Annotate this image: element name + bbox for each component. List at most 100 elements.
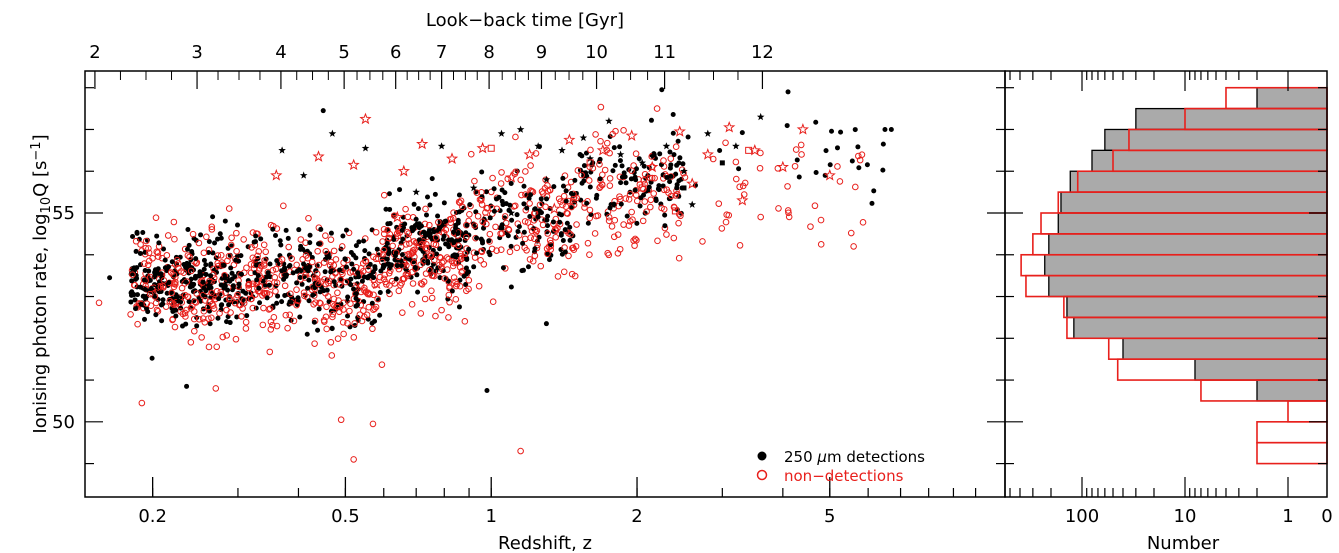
detection-point: [180, 323, 186, 329]
nondetection-point: [369, 325, 376, 333]
nondetection-point: [242, 325, 250, 332]
detection-point: [464, 256, 470, 262]
nondetection-point: [293, 261, 300, 269]
detection-point: [628, 176, 634, 182]
detection-point: [618, 180, 624, 186]
nondetection-point: [609, 130, 616, 138]
nondetection-square-point: [638, 184, 646, 192]
nondetection-point: [386, 230, 394, 238]
detection-point: [461, 273, 467, 279]
detection-point: [218, 282, 224, 288]
nondetection-point: [356, 311, 364, 318]
nondetection-point: [667, 192, 675, 200]
detection-point: [361, 274, 367, 280]
nondetection-point: [248, 244, 255, 251]
y-axis-label: Ionising photon rate, log10Q [s−1]: [29, 134, 54, 433]
nondetection-point: [597, 103, 605, 111]
detection-point: [160, 301, 166, 307]
detection-point: [139, 301, 145, 307]
nondetection-star-point: [416, 137, 429, 150]
detection-point: [129, 278, 135, 284]
nondetection-point: [455, 242, 462, 250]
detection-star-point: [542, 175, 551, 183]
detection-point: [496, 194, 502, 200]
nondetection-point: [452, 296, 460, 303]
nondetection-point: [154, 249, 162, 256]
nondetection-point: [398, 279, 405, 287]
detection-point: [677, 155, 683, 161]
nondetection-point: [394, 232, 402, 240]
detection-star-point: [662, 142, 671, 150]
detection-point: [322, 269, 328, 275]
detection-point: [369, 300, 375, 306]
detection-point: [548, 252, 554, 258]
nondetection-point: [559, 201, 566, 209]
detection-star-point: [361, 144, 370, 152]
detection-point: [229, 276, 235, 282]
detection-point: [186, 242, 192, 248]
detection-point: [132, 267, 138, 273]
top-tick-label: 4: [275, 42, 286, 63]
nondetection-point: [620, 221, 627, 228]
nondetection-point: [271, 274, 279, 281]
detection-point: [624, 213, 630, 219]
nondetection-point: [498, 169, 505, 176]
histogram-detection-bar: [1048, 274, 1328, 298]
detection-point: [236, 281, 242, 287]
detection-point: [514, 212, 520, 218]
nondetection-point: [385, 269, 393, 277]
detection-point: [218, 302, 224, 308]
nondetection-point: [435, 218, 442, 226]
detection-point: [253, 233, 259, 239]
detection-point: [385, 221, 391, 227]
x-tick-label: 0.5: [331, 506, 360, 527]
nondetection-point: [501, 213, 509, 220]
detection-point: [455, 237, 461, 243]
detection-point: [142, 286, 148, 292]
nondetection-point: [534, 241, 541, 249]
detection-point: [275, 293, 281, 299]
detection-point: [238, 271, 244, 277]
nondetection-point: [436, 253, 444, 261]
top-tick-label: 6: [390, 42, 401, 63]
nondetection-point: [332, 256, 340, 263]
nondetection-point: [640, 185, 647, 193]
nondetection-star-point: [625, 129, 638, 141]
detection-point: [589, 162, 595, 168]
histogram-frame: [1004, 70, 1328, 498]
nondetection-point: [568, 270, 576, 278]
detection-point: [299, 281, 305, 287]
detection-point: [173, 307, 179, 313]
histogram-detection-bar: [1122, 337, 1328, 360]
detection-point: [550, 219, 556, 225]
nondetection-star-point: [523, 148, 536, 160]
x-tick-label: 5: [824, 506, 835, 527]
nondetection-point: [321, 276, 328, 283]
nondetection-point: [284, 324, 291, 332]
detection-point: [383, 206, 389, 212]
nondetection-point: [445, 291, 453, 299]
detection-point: [359, 278, 365, 284]
detection-point: [397, 187, 403, 193]
detection-point: [413, 216, 419, 222]
detection-point: [499, 222, 505, 228]
top-tick-label: 10: [585, 42, 608, 63]
nondetection-point: [286, 311, 293, 319]
nondetection-point: [471, 222, 478, 229]
detection-point: [560, 183, 566, 189]
nondetection-point: [620, 127, 627, 134]
nondetection-point: [174, 260, 182, 267]
nondetection-point: [199, 315, 207, 322]
nondetection-point: [670, 234, 678, 242]
nondetection-point: [371, 305, 378, 313]
hist-tick-label: 0: [1321, 506, 1332, 527]
detection-point: [633, 166, 639, 172]
detection-point: [222, 283, 228, 289]
detection-point: [491, 186, 497, 192]
nondetection-star-point: [673, 125, 686, 137]
detection-point: [505, 233, 511, 239]
detection-point: [203, 262, 209, 268]
detection-point: [567, 237, 573, 243]
nondetection-point: [521, 218, 529, 225]
detection-point: [207, 321, 213, 327]
